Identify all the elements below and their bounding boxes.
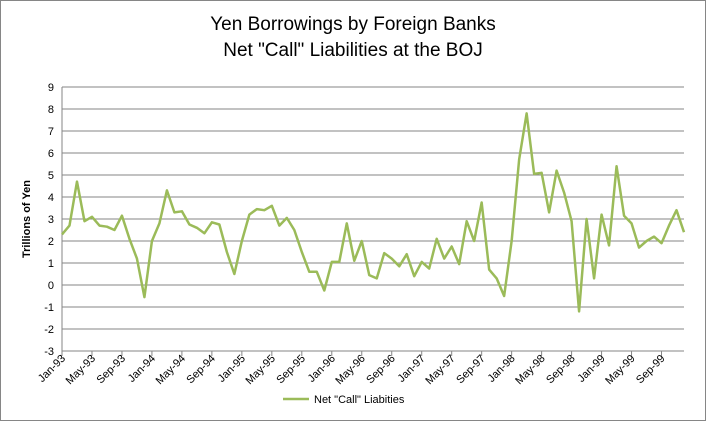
y-tick-label: 0: [48, 280, 54, 292]
y-tick-label: 6: [48, 148, 54, 160]
y-tick-label: 5: [48, 170, 54, 182]
y-tick-label: 3: [48, 214, 54, 226]
chart-title: Yen Borrowings by Foreign Banks: [210, 14, 496, 35]
y-tick-label: -1: [44, 302, 54, 314]
y-tick-label: 4: [48, 192, 54, 204]
legend-label: Net "Call" Liabities: [314, 394, 405, 406]
y-axis-label: Trillions of Yen: [21, 180, 33, 258]
chart-subtitle: Net "Call" Liabilities at the BOJ: [223, 40, 483, 61]
data-line: [61, 112, 686, 313]
y-tick-label: 7: [48, 126, 54, 138]
y-tick-label: 2: [48, 236, 54, 248]
y-tick-label: -2: [44, 324, 54, 336]
y-tick-label: -3: [44, 346, 54, 358]
y-tick-label: 1: [48, 258, 54, 270]
y-tick-label: 9: [48, 82, 54, 94]
y-tick-label: 8: [48, 104, 54, 116]
